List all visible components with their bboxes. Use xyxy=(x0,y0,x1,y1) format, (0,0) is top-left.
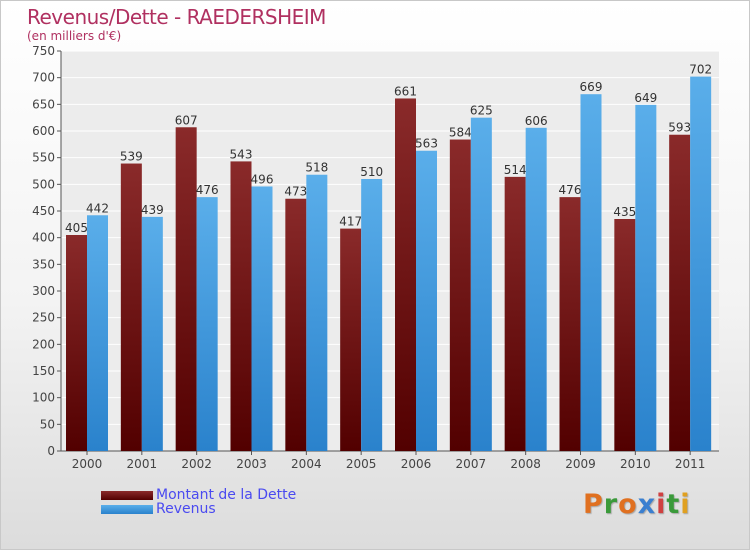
bar-revenus xyxy=(416,150,437,451)
data-label: 514 xyxy=(504,163,527,177)
bar-revenus xyxy=(251,186,273,451)
data-label: 439 xyxy=(141,203,164,217)
bar-dette xyxy=(504,176,526,451)
bar-dette xyxy=(614,219,636,451)
x-tick-label: 2004 xyxy=(291,457,322,471)
data-label: 702 xyxy=(689,63,712,77)
legend-item-dette: Montant de la Dette xyxy=(101,487,296,503)
y-tick-label: 600 xyxy=(32,124,55,138)
y-tick-label: 400 xyxy=(32,231,55,245)
x-tick-label: 2001 xyxy=(127,457,158,471)
legend-swatch-revenus xyxy=(101,504,153,514)
data-label: 476 xyxy=(196,183,219,197)
data-label: 473 xyxy=(284,185,307,199)
x-tick-label: 2007 xyxy=(456,457,487,471)
bar-revenus xyxy=(87,215,108,451)
legend-item-revenus: Revenus xyxy=(101,501,216,517)
logo-letter: r xyxy=(603,489,619,520)
bar-revenus xyxy=(635,104,657,451)
x-tick-label: 2008 xyxy=(510,457,541,471)
data-label: 442 xyxy=(86,201,109,215)
logo-letter: i xyxy=(680,489,691,520)
y-tick-label: 750 xyxy=(32,44,55,58)
data-label: 649 xyxy=(634,91,657,105)
logo-letter: o xyxy=(618,489,638,520)
logo-letter: t xyxy=(666,489,681,520)
chart-subtitle: (en milliers d'€) xyxy=(27,29,122,43)
data-label: 476 xyxy=(559,183,582,197)
x-tick-label: 2003 xyxy=(236,457,267,471)
data-label: 563 xyxy=(415,137,438,151)
y-tick-label: 450 xyxy=(32,204,55,218)
bar-revenus xyxy=(361,179,383,451)
x-tick-label: 2006 xyxy=(401,457,432,471)
bar-revenus xyxy=(196,197,218,451)
y-tick-label: 700 xyxy=(32,71,55,85)
chart-title: Revenus/Dette - RAEDERSHEIM xyxy=(27,5,326,29)
data-label: 606 xyxy=(525,114,548,128)
y-tick-label: 350 xyxy=(32,257,55,271)
y-tick-label: 150 xyxy=(32,364,55,378)
y-tick-label: 250 xyxy=(32,311,55,325)
x-tick-label: 2000 xyxy=(72,457,103,471)
bar-dette xyxy=(395,98,416,451)
data-label: 539 xyxy=(120,150,143,164)
data-label: 669 xyxy=(580,80,603,94)
legend-label-revenus: Revenus xyxy=(156,501,216,517)
x-tick-label: 2002 xyxy=(181,457,212,471)
bar-dette xyxy=(559,197,581,451)
y-tick-label: 550 xyxy=(32,151,55,165)
y-tick-label: 300 xyxy=(32,284,55,298)
x-tick-label: 2005 xyxy=(346,457,377,471)
data-label: 661 xyxy=(394,84,417,98)
data-label: 584 xyxy=(449,126,472,140)
y-tick-label: 0 xyxy=(47,444,55,458)
data-label: 593 xyxy=(668,121,691,135)
plot-area xyxy=(61,51,719,451)
bar-dette xyxy=(66,235,87,451)
y-tick-label: 500 xyxy=(32,177,55,191)
y-tick-label: 200 xyxy=(32,337,55,351)
bar-dette xyxy=(230,161,252,451)
logo-letter: i xyxy=(656,489,667,520)
legend-swatch-dette xyxy=(101,490,153,500)
x-tick-label: 2009 xyxy=(565,457,596,471)
proxiti-logo: Proxiti xyxy=(583,489,691,520)
data-label: 405 xyxy=(65,221,88,235)
bar-dette xyxy=(449,139,471,452)
bar-dette xyxy=(669,134,691,451)
x-tick-label: 2010 xyxy=(620,457,651,471)
x-tick-label: 2011 xyxy=(675,457,706,471)
logo-letter: P xyxy=(583,489,604,520)
y-tick-label: 50 xyxy=(40,417,55,431)
data-label: 543 xyxy=(230,147,253,161)
bar-revenus xyxy=(580,94,602,451)
bar-dette xyxy=(285,198,307,451)
data-label: 435 xyxy=(613,205,636,219)
bar-revenus xyxy=(690,76,712,451)
bar-revenus xyxy=(525,127,547,452)
data-label: 510 xyxy=(360,165,383,179)
y-tick-label: 650 xyxy=(32,97,55,111)
bar-revenus xyxy=(470,117,492,452)
bar-revenus xyxy=(306,174,328,451)
data-label: 607 xyxy=(175,113,198,127)
data-label: 518 xyxy=(305,161,328,175)
data-label: 625 xyxy=(470,104,493,118)
data-label: 417 xyxy=(339,215,362,229)
bar-dette xyxy=(175,127,197,452)
legend-label-dette: Montant de la Dette xyxy=(156,487,297,503)
bar-revenus xyxy=(141,216,163,451)
bar-dette xyxy=(340,228,362,451)
y-tick-label: 100 xyxy=(32,391,55,405)
logo-letter: x xyxy=(637,489,657,520)
data-label: 496 xyxy=(251,172,274,186)
bar-dette xyxy=(120,163,142,452)
